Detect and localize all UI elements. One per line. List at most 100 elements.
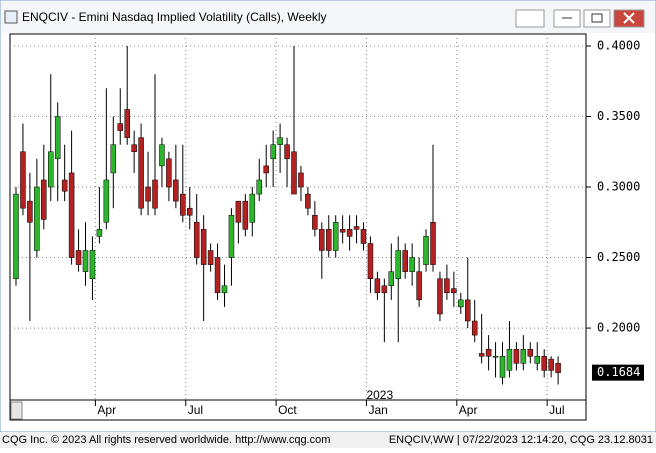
candle-body xyxy=(41,179,47,220)
candle-body xyxy=(534,356,540,364)
candle-body xyxy=(437,278,443,315)
y-tick-label: 0.4000 xyxy=(597,38,640,52)
app-icon xyxy=(4,10,18,24)
candle-body xyxy=(478,353,485,357)
candle-body xyxy=(180,193,186,216)
candle-body xyxy=(200,229,207,265)
candle-body xyxy=(27,200,33,223)
candle-body xyxy=(402,250,408,272)
link-button[interactable] xyxy=(515,9,545,28)
candle-body xyxy=(430,222,436,265)
candle-body xyxy=(332,222,339,251)
plot-area xyxy=(9,33,587,401)
candle-body xyxy=(110,144,117,174)
candle-body xyxy=(374,278,381,294)
candle-body xyxy=(138,137,144,209)
candle-body xyxy=(173,179,179,202)
last-price-label: 0.1684 xyxy=(597,365,640,379)
candle-body xyxy=(61,179,68,192)
candle-body xyxy=(471,320,478,336)
candle-body xyxy=(346,229,353,237)
candle-body xyxy=(423,236,429,265)
x-tick-label: Jan xyxy=(368,403,387,417)
candle-body xyxy=(75,250,82,265)
title-bar xyxy=(1,1,655,33)
candle-body xyxy=(82,250,89,272)
candle-body xyxy=(381,285,388,294)
candle-body xyxy=(555,363,561,373)
candle-body xyxy=(124,109,130,138)
candle-body xyxy=(451,288,457,294)
candle-body xyxy=(242,200,249,230)
status-bar xyxy=(0,432,656,448)
candle-body xyxy=(444,278,450,294)
candle-body xyxy=(235,200,242,223)
candle-body xyxy=(20,151,26,209)
candle-body xyxy=(499,356,506,378)
x-tick-label: Apr xyxy=(459,403,478,417)
scrollbar[interactable] xyxy=(10,401,23,420)
candle-body xyxy=(367,243,374,279)
candle-body xyxy=(13,193,19,279)
candle-body xyxy=(305,193,311,209)
candle-body xyxy=(54,116,61,160)
year-annotation: 2023 xyxy=(366,388,393,402)
candle-body xyxy=(159,144,165,167)
y-tick-label: 0.3500 xyxy=(597,109,640,123)
candle-body xyxy=(513,348,520,364)
candle-body xyxy=(131,144,137,153)
candle-body xyxy=(416,271,422,301)
candle-body xyxy=(228,214,235,258)
window-title: ENQCIV - Emini Nasdaq Implied Volatility… xyxy=(22,10,327,24)
last-price-box xyxy=(592,364,644,381)
candle-body xyxy=(548,358,554,371)
candle-body xyxy=(277,137,283,145)
candle-body xyxy=(221,285,228,294)
candle-body xyxy=(152,179,158,209)
candle-body xyxy=(256,179,262,195)
candle-body xyxy=(96,229,103,237)
icon xyxy=(623,12,635,24)
candle-body xyxy=(103,179,110,223)
maximize-button[interactable] xyxy=(583,9,611,28)
icon xyxy=(591,13,603,23)
candle-body xyxy=(360,229,367,244)
candle-body xyxy=(541,356,547,371)
candle-body xyxy=(326,229,332,251)
x-tick-label: Apr xyxy=(97,403,116,417)
candle-body xyxy=(68,172,75,258)
candle-body xyxy=(458,299,464,308)
candle-body xyxy=(284,144,290,160)
candle-body xyxy=(339,229,346,233)
candle-body xyxy=(214,257,221,294)
candle-body xyxy=(145,186,151,202)
candle-body xyxy=(298,172,304,188)
candle-body xyxy=(117,123,123,131)
candle-body xyxy=(249,193,256,223)
footer-left: CQG Inc. © 2023 All rights reserved worl… xyxy=(2,434,330,446)
candle-body xyxy=(319,229,325,251)
y-tick-label: 0.2000 xyxy=(597,321,640,335)
candle-body xyxy=(187,207,193,216)
candle-body xyxy=(193,222,200,258)
date-axis xyxy=(9,399,587,421)
candle-body xyxy=(485,348,492,357)
y-tick-label: 0.3000 xyxy=(597,180,640,194)
candle-body xyxy=(409,257,415,272)
candle-body xyxy=(34,186,40,251)
y-tick-label: 0.2500 xyxy=(597,250,640,264)
candle-body xyxy=(312,214,318,230)
candle-body xyxy=(388,271,395,287)
candle-body xyxy=(263,165,269,174)
candle-body xyxy=(207,250,214,265)
x-tick-label: Jul xyxy=(549,403,564,417)
x-tick-label: Oct xyxy=(278,403,297,417)
candle-body xyxy=(395,250,401,279)
candle-body xyxy=(270,144,276,160)
x-tick-label: Jul xyxy=(188,403,203,417)
candle-body xyxy=(520,348,527,364)
candle-body xyxy=(166,158,172,188)
candle-body xyxy=(89,250,96,279)
candle-body xyxy=(492,356,499,358)
candle-body xyxy=(291,151,297,195)
